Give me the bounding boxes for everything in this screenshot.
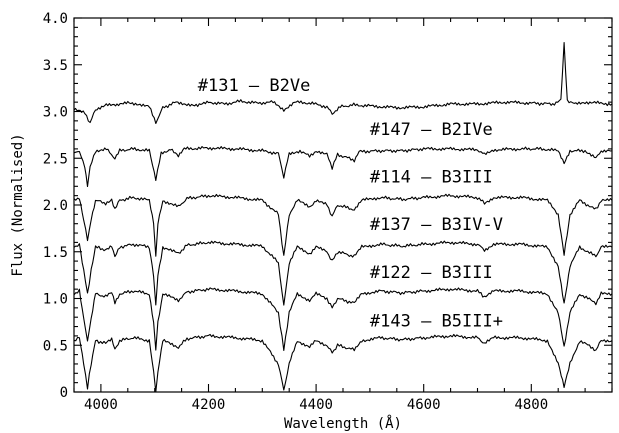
spectrum-line-4	[73, 287, 613, 351]
y-axis-title: Flux (Normalised)	[10, 133, 26, 276]
spectrum-line-0	[73, 42, 613, 125]
x-tick-label: 4400	[299, 397, 333, 413]
spectrum-line-5	[73, 333, 613, 393]
spectrum-labels: #131 – B2Ve #147 – B2IVe #114 – B3III #137 …	[198, 76, 503, 332]
spectrum-label-3: #137 – B3IV-V	[370, 215, 503, 235]
y-tick-label: 4.0	[43, 11, 68, 27]
y-tick-label: 3.5	[43, 58, 68, 74]
spectrum-line-3	[73, 240, 613, 306]
x-tick-label: 4200	[192, 397, 226, 413]
spectrum-label-5: #143 – B5III+	[370, 312, 503, 332]
plot-frame	[73, 17, 613, 393]
y-tick-label: 0	[60, 385, 68, 401]
y-tick-label: 1.0	[43, 292, 68, 308]
spectrum-line-1	[73, 146, 613, 188]
x-axis-title: Wavelength (Å)	[284, 415, 402, 432]
x-tick-label: 4000	[84, 397, 118, 413]
x-tick-label: 4600	[407, 397, 441, 413]
spectrum-label-0: #131 – B2Ve	[198, 76, 311, 96]
y-axis-ticks: 0 0.5 1.0 1.5 2.0 2.5 3.0 3.5 4.0	[43, 11, 612, 401]
y-tick-label: 2.0	[43, 198, 68, 214]
x-axis-ticks: 4000 4200 4400 4600 4800	[73, 18, 613, 413]
y-tick-label: 3.0	[43, 105, 68, 121]
spectrum-line-2	[73, 193, 613, 257]
y-tick-label: 1.5	[43, 245, 68, 261]
y-tick-label: 0.5	[43, 338, 68, 354]
spectrum-label-1: #147 – B2IVe	[370, 120, 493, 140]
spectrum-label-2: #114 – B3III	[370, 168, 493, 188]
spectrum-label-4: #122 – B3III	[370, 263, 493, 283]
spectra-group	[73, 42, 613, 393]
y-tick-label: 2.5	[43, 151, 68, 167]
x-tick-label: 4800	[514, 397, 548, 413]
